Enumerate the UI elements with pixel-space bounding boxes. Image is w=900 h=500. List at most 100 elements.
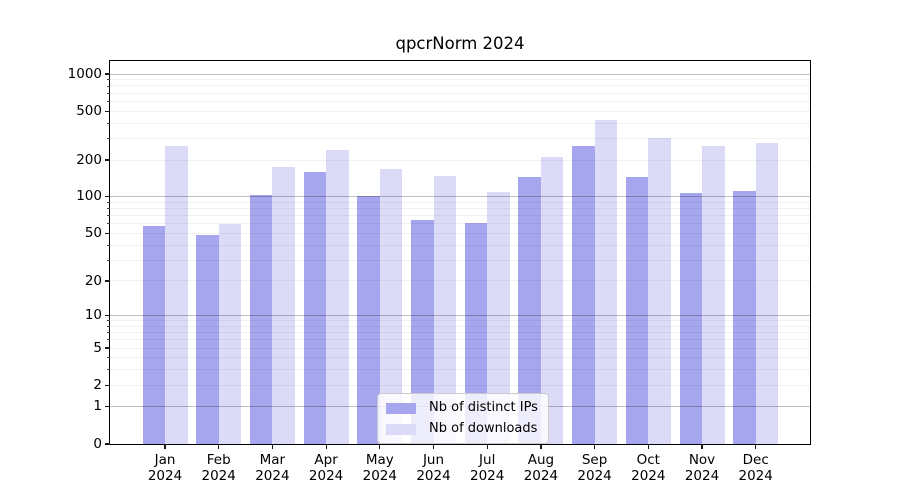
bar-downloads-mar <box>272 167 295 444</box>
y-tick-mark <box>104 196 110 198</box>
bar-downloads-jan <box>165 146 188 444</box>
bar-distinct-ips-nov <box>679 192 702 444</box>
gridline-minor <box>110 159 810 161</box>
x-tick-year: 2024 <box>470 468 505 484</box>
y-tick-mark <box>104 159 110 161</box>
y-minor-tick-mark <box>107 92 110 94</box>
y-tick-label: 1000 <box>67 65 102 82</box>
x-tick-label: May 2024 <box>340 452 420 484</box>
gridline-minor <box>110 215 810 217</box>
gridline-major <box>110 73 810 75</box>
y-minor-tick-mark <box>107 215 110 217</box>
bar-distinct-ips-oct <box>625 177 649 444</box>
legend-swatch-downloads <box>386 423 416 435</box>
gridline-minor <box>110 325 810 327</box>
y-tick-mark <box>104 406 110 408</box>
bar-distinct-ips-may <box>357 196 380 444</box>
y-tick-label: 2 <box>93 376 102 393</box>
chart-title: qpcrNorm 2024 <box>395 34 525 53</box>
x-tick-label: Sep 2024 <box>555 452 635 484</box>
x-tick-month: Aug <box>527 452 555 468</box>
bar-downloads-jul <box>487 191 510 444</box>
x-tick-label: Dec 2024 <box>716 452 796 484</box>
x-tick-month: Feb <box>206 452 231 468</box>
x-tick-mark <box>164 444 166 449</box>
x-tick-month: Nov <box>688 452 716 468</box>
gridline-minor <box>110 259 810 261</box>
x-tick-month: Jan <box>154 452 176 468</box>
y-tick-label: 100 <box>76 188 102 205</box>
gridline-minor <box>110 85 810 87</box>
gridline-minor <box>110 79 810 81</box>
y-tick-label: 200 <box>76 151 102 168</box>
x-tick-mark <box>540 444 542 449</box>
bar-distinct-ips-jun <box>411 219 434 444</box>
y-minor-tick-mark <box>107 357 110 359</box>
y-minor-tick-mark <box>107 339 110 341</box>
gridline-minor <box>110 357 810 359</box>
y-minor-tick-mark <box>107 122 110 124</box>
gridline-minor <box>110 384 810 386</box>
x-tick-year: 2024 <box>255 468 290 484</box>
legend-item-downloads: Nb of downloads <box>386 421 538 437</box>
gridline-minor <box>110 100 810 102</box>
x-tick-year: 2024 <box>416 468 451 484</box>
y-tick-mark <box>104 110 110 112</box>
bar-downloads-oct <box>648 138 671 444</box>
x-tick-mark <box>271 444 274 449</box>
x-tick-year: 2024 <box>308 468 344 484</box>
y-minor-tick-mark <box>107 223 110 225</box>
gridline-minor <box>110 332 810 334</box>
y-minor-tick-mark <box>107 85 110 87</box>
x-tick-label: Jul 2024 <box>447 452 527 484</box>
bar-distinct-ips-aug <box>518 177 541 444</box>
gridline-minor <box>110 92 810 94</box>
y-tick-label: 20 <box>84 272 102 289</box>
y-tick-label: 50 <box>84 225 102 241</box>
y-minor-tick-mark <box>107 137 110 139</box>
bar-distinct-ips-dec <box>733 190 756 444</box>
y-tick-label: 0 <box>93 435 102 452</box>
gridline-minor <box>110 223 810 225</box>
x-tick-month: Oct <box>636 452 660 468</box>
bar-downloads-jun <box>433 176 456 444</box>
x-tick-year: 2024 <box>523 468 559 484</box>
x-tick-label: Aug 2024 <box>501 452 581 484</box>
y-tick-label: 500 <box>76 102 102 119</box>
legend-label-distinct-ips: Nb of distinct IPs <box>429 400 538 415</box>
y-minor-tick-mark <box>107 100 110 102</box>
x-tick-year: 2024 <box>147 468 183 484</box>
bar-downloads-apr <box>326 150 349 444</box>
x-tick-month: Sep <box>581 452 608 468</box>
x-tick-mark <box>379 444 381 449</box>
gridline-minor <box>110 339 810 341</box>
legend-label-downloads: Nb of downloads <box>429 421 538 436</box>
plot-area: Nb of distinct IPs Nb of downloads <box>110 61 810 444</box>
gridline-minor <box>110 280 810 282</box>
y-tick-mark <box>104 443 110 445</box>
x-tick-year: 2024 <box>201 468 236 484</box>
x-tick-mark <box>486 444 488 449</box>
x-tick-label: Jun 2024 <box>394 452 474 484</box>
x-tick-month: Jun <box>422 452 445 468</box>
bar-distinct-ips-apr <box>303 171 327 444</box>
y-tick-label: 1 <box>93 398 102 415</box>
x-tick-month: Mar <box>259 452 286 468</box>
gridline-minor <box>110 122 810 124</box>
x-tick-label: Feb 2024 <box>179 452 259 484</box>
x-tick-label: Jan 2024 <box>125 452 205 484</box>
bar-downloads-aug <box>540 157 564 444</box>
bar-downloads-may <box>379 168 403 444</box>
gridline-minor <box>110 244 810 246</box>
y-tick-label: 10 <box>84 307 102 324</box>
x-tick-mark <box>325 444 327 449</box>
gridline-major <box>110 315 810 317</box>
y-tick-mark <box>104 384 110 386</box>
gridline-minor <box>110 137 810 139</box>
gridline-minor <box>110 320 810 322</box>
x-tick-label: Oct 2024 <box>608 452 688 484</box>
x-tick-label: Apr 2024 <box>286 452 366 484</box>
bar-distinct-ips-jan <box>142 225 165 444</box>
y-minor-tick-mark <box>107 332 110 334</box>
